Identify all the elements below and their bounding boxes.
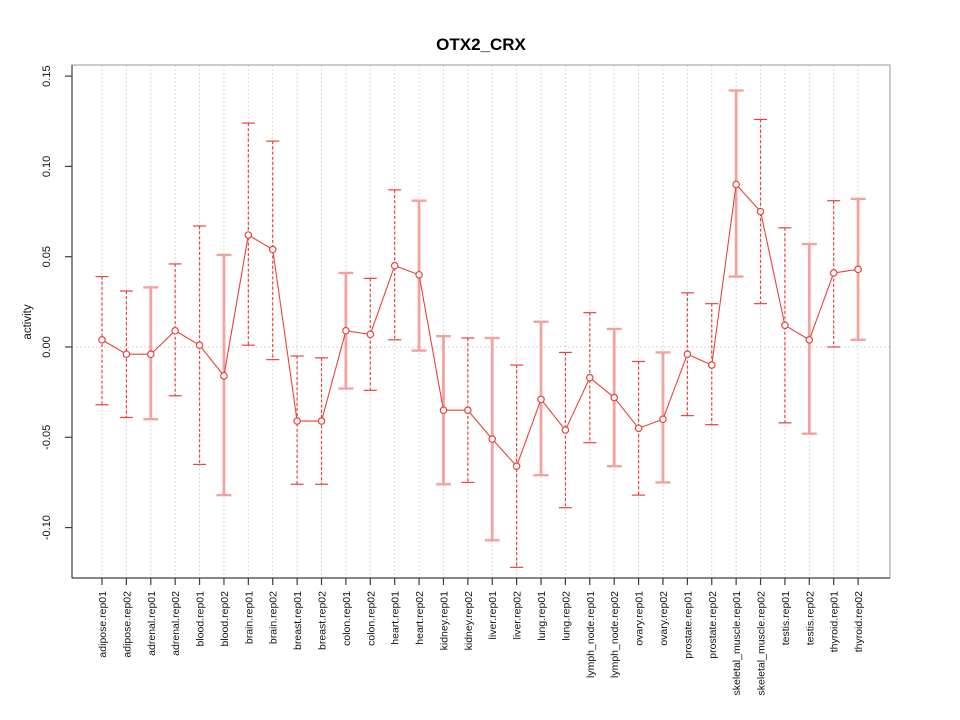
data-point-marker — [805, 335, 814, 344]
y-tick-label: 0.05 — [41, 246, 53, 267]
x-tick-label: thyroid.rep02 — [853, 591, 865, 652]
x-tick-label: kidney.rep01 — [438, 591, 450, 651]
y-axis-title: activity — [22, 304, 34, 339]
y-tick-label: -0.05 — [41, 425, 53, 450]
data-point-marker — [854, 265, 862, 274]
data-point-marker — [659, 415, 667, 424]
data-point-marker — [415, 270, 423, 279]
data-point-marker — [122, 350, 131, 359]
x-tick-label: skeletal_muscle.rep02 — [756, 591, 768, 696]
series-line — [101, 183, 859, 468]
data-point-marker — [171, 326, 179, 335]
data-point-marker — [439, 406, 448, 415]
x-tick-label: testis.rep02 — [804, 591, 816, 645]
x-tick-label: blood.rep01 — [195, 591, 207, 647]
data-point-marker — [464, 406, 472, 415]
x-tick-label: breast.rep02 — [317, 591, 329, 650]
data-point-marker — [781, 321, 789, 330]
x-tick-label: adipose.rep01 — [97, 591, 109, 658]
data-point-marker — [390, 261, 399, 270]
x-tick-label: colon.rep01 — [341, 591, 353, 646]
chart-title: OTX2_CRX — [436, 35, 526, 54]
x-tick-label: prostate.rep02 — [707, 591, 719, 659]
x-tick-label: blood.rep02 — [219, 591, 231, 647]
y-tick-label: 0.00 — [41, 336, 53, 357]
data-point-marker — [293, 417, 301, 425]
data-point-marker — [268, 245, 277, 254]
x-tick-label: lymph_node.rep01 — [585, 591, 597, 678]
data-point-marker — [488, 435, 497, 443]
x-tick-label: adipose.rep02 — [121, 591, 133, 658]
y-tick-label: -0.10 — [41, 515, 53, 540]
data-point-marker — [756, 207, 765, 216]
x-tick-label: lung.rep02 — [560, 591, 572, 641]
data-point-marker — [317, 417, 326, 425]
data-point-marker — [366, 330, 375, 339]
data-point-marker — [342, 326, 350, 335]
data-point-marker — [732, 180, 740, 189]
x-tick-label: heart.rep01 — [390, 591, 402, 645]
data-point-marker — [561, 426, 570, 434]
plot-area: 0.15 0.10 0.05 0.00 -0.05 -0.10 adipose.rep01 a… — [41, 64, 891, 696]
data-point-marker — [512, 462, 521, 470]
x-tick-label: heart.rep02 — [414, 591, 426, 645]
data-point-marker — [220, 372, 228, 380]
data-point-marker — [829, 269, 838, 277]
y-tick-label: 0.10 — [41, 156, 53, 177]
data-point-marker — [537, 395, 545, 404]
x-tick-label: brain.rep01 — [243, 591, 255, 644]
x-tick-label: ovary.rep02 — [658, 591, 670, 646]
data-point-marker — [707, 361, 716, 369]
data-point-marker — [585, 373, 594, 382]
x-tick-label: adrenal.rep02 — [170, 591, 182, 656]
data-point-marker — [244, 231, 253, 239]
data-point-marker — [195, 341, 204, 349]
x-tick-label: kidney.rep02 — [463, 591, 475, 651]
x-tick-label: adrenal.rep01 — [146, 591, 158, 656]
data-point-marker — [98, 335, 106, 344]
x-tick-label: liver.rep01 — [487, 591, 499, 640]
x-tick-label: colon.rep02 — [365, 591, 377, 646]
data-point-marker — [610, 393, 618, 402]
plot-frame — [71, 64, 891, 579]
data-point-marker — [683, 350, 692, 359]
x-tick-label: lung.rep01 — [536, 591, 548, 641]
x-tick-label: thyroid.rep01 — [829, 591, 841, 652]
y-tick-label: 0.15 — [41, 65, 53, 86]
x-tick-label: lymph_node.rep02 — [609, 591, 621, 678]
x-tick-label: skeletal_muscle.rep01 — [731, 591, 743, 696]
x-tick-label: brain.rep02 — [268, 591, 280, 644]
x-tick-label: prostate.rep01 — [682, 591, 694, 659]
x-tick-label: liver.rep02 — [512, 591, 524, 640]
x-tick-label: breast.rep01 — [292, 591, 304, 650]
x-tick-label: testis.rep01 — [780, 591, 792, 645]
data-point-marker — [146, 350, 155, 359]
x-tick-label: ovary.rep01 — [634, 591, 646, 646]
data-point-marker — [634, 424, 643, 433]
